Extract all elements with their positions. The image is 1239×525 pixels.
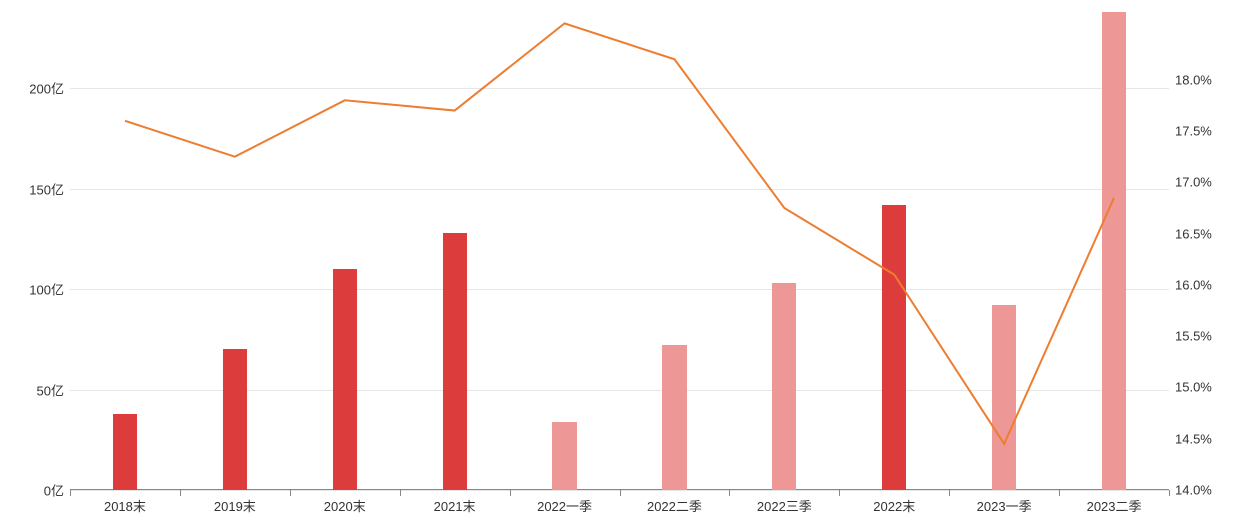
x-tick: [1059, 490, 1060, 496]
line-series: [70, 8, 1169, 490]
x-tick: [949, 490, 950, 496]
x-tick-label: 2023二季: [1087, 490, 1142, 515]
x-tick-label: 2023一季: [977, 490, 1032, 515]
y-left-tick-label: 200亿: [29, 79, 70, 98]
x-tick: [510, 490, 511, 496]
x-tick-label: 2022二季: [647, 490, 702, 515]
x-tick: [70, 490, 71, 496]
x-tick-label: 2022一季: [537, 490, 592, 515]
x-tick: [290, 490, 291, 496]
x-tick: [620, 490, 621, 496]
y-left-tick-label: 150亿: [29, 179, 70, 198]
plot-area: 0亿50亿100亿150亿200亿14.0%14.5%15.0%15.5%16.…: [70, 8, 1169, 490]
y-right-tick-label: 15.0%: [1169, 380, 1212, 395]
y-right-tick-label: 16.5%: [1169, 226, 1212, 241]
x-tick-label: 2022末: [873, 490, 915, 515]
y-right-tick-label: 14.5%: [1169, 431, 1212, 446]
y-right-tick-label: 18.0%: [1169, 72, 1212, 87]
y-left-tick-label: 0亿: [44, 481, 70, 500]
y-left-tick-label: 50亿: [37, 380, 70, 399]
x-tick: [400, 490, 401, 496]
y-left-tick-label: 100亿: [29, 280, 70, 299]
y-right-tick-label: 15.5%: [1169, 329, 1212, 344]
line-path: [125, 23, 1114, 443]
dual-axis-bar-line-chart: 0亿 50亿 100亿 150亿 200亿 14.0% 14.5% 15.0% 15.5% 16.…: [0, 0, 1239, 525]
x-tick-label: 2018末: [104, 490, 146, 515]
x-tick: [180, 490, 181, 496]
x-tick-label: 2021末: [434, 490, 476, 515]
y-right-tick-label: 14.0%: [1169, 483, 1212, 498]
x-tick-label: 2022三季: [757, 490, 812, 515]
x-tick: [1169, 490, 1170, 496]
y-right-tick-label: 17.0%: [1169, 175, 1212, 190]
y-right-tick-label: 17.5%: [1169, 124, 1212, 139]
x-tick-label: 2019末: [214, 490, 256, 515]
x-tick: [839, 490, 840, 496]
y-right-tick-label: 16.0%: [1169, 277, 1212, 292]
x-tick: [729, 490, 730, 496]
x-tick-label: 2020末: [324, 490, 366, 515]
